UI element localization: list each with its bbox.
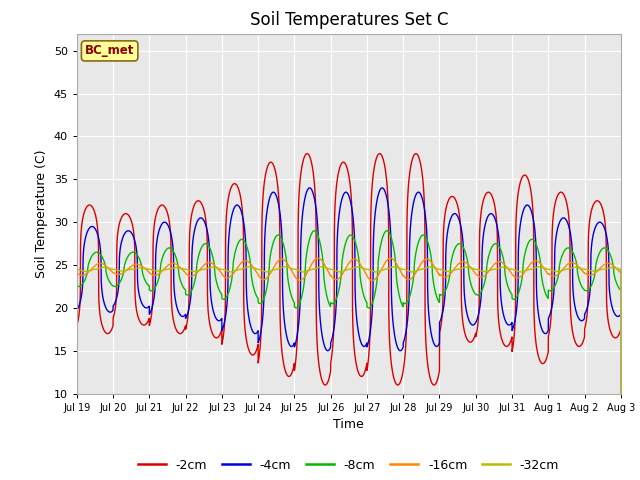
-32cm [184, 267, 191, 273]
-8cm [424, 240, 431, 245]
-8cm [615, 285, 623, 291]
-8cm [184, 292, 191, 298]
-8cm [73, 283, 81, 289]
-32cm [73, 266, 81, 272]
-8cm [276, 234, 284, 240]
Line: -32cm: -32cm [77, 267, 621, 480]
-2cm [189, 205, 197, 211]
-16cm [276, 256, 284, 262]
Legend: -2cm, -4cm, -8cm, -16cm, -32cm: -2cm, -4cm, -8cm, -16cm, -32cm [133, 454, 564, 477]
-16cm [424, 256, 431, 262]
Y-axis label: Soil Temperature (C): Soil Temperature (C) [35, 149, 48, 278]
-4cm [306, 185, 314, 191]
-2cm [617, 477, 625, 480]
Line: -8cm: -8cm [77, 231, 621, 480]
-16cm [617, 477, 625, 480]
-8cm [383, 228, 390, 234]
-8cm [617, 477, 625, 480]
-4cm [615, 313, 623, 319]
-2cm [412, 151, 420, 156]
-4cm [184, 312, 191, 317]
-16cm [615, 268, 623, 274]
-2cm [276, 325, 284, 331]
-4cm [73, 307, 81, 313]
-2cm [615, 332, 623, 337]
-16cm [189, 273, 197, 278]
-32cm [276, 265, 284, 271]
Title: Soil Temperatures Set C: Soil Temperatures Set C [250, 11, 448, 29]
-16cm [501, 262, 509, 268]
-32cm [189, 268, 197, 274]
-4cm [501, 317, 509, 323]
-4cm [189, 236, 197, 241]
-4cm [276, 214, 284, 220]
-4cm [424, 294, 431, 300]
-16cm [387, 255, 394, 261]
Text: BC_met: BC_met [85, 44, 134, 58]
-32cm [501, 264, 509, 270]
-32cm [615, 266, 623, 272]
-8cm [189, 284, 197, 290]
-32cm [535, 264, 543, 270]
-8cm [501, 271, 509, 276]
Line: -2cm: -2cm [77, 154, 621, 480]
Line: -4cm: -4cm [77, 188, 621, 480]
Line: -16cm: -16cm [77, 258, 621, 480]
X-axis label: Time: Time [333, 418, 364, 431]
-32cm [424, 264, 431, 270]
-2cm [184, 317, 191, 323]
-16cm [184, 272, 191, 278]
-2cm [424, 363, 431, 369]
-2cm [501, 343, 509, 348]
-2cm [73, 323, 81, 328]
-16cm [73, 270, 81, 276]
-32cm [617, 477, 625, 480]
-4cm [617, 477, 625, 480]
